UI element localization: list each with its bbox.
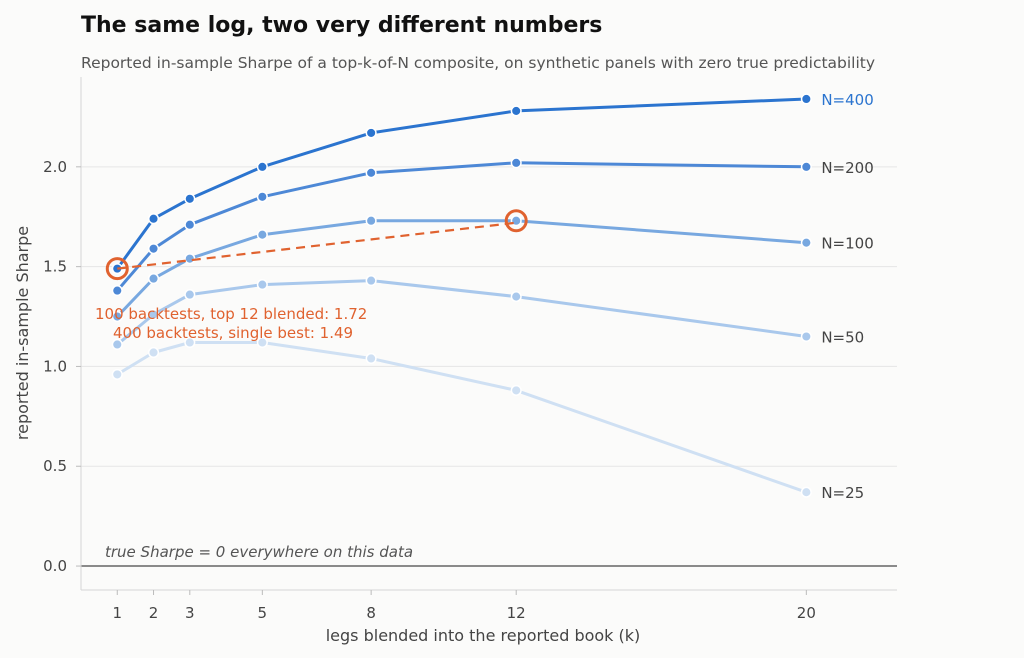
data-point-n200 (510, 157, 522, 169)
data-point-n200 (147, 243, 160, 255)
data-point-n25 (365, 352, 377, 365)
series-label-n100: N=100 (821, 235, 873, 253)
data-point-n25 (184, 336, 196, 349)
y-axis-label: reported in-sample Sharpe (13, 226, 32, 440)
data-point-n200 (800, 161, 812, 173)
series-label-n50: N=50 (821, 328, 864, 346)
data-point-n50 (256, 279, 268, 291)
series-label-n400: N=400 (821, 91, 873, 109)
data-point-n200 (111, 285, 123, 297)
chart-title: The same log, two very different numbers (81, 13, 602, 38)
x-tick-label: 1 (112, 604, 122, 622)
data-point-n400 (365, 127, 377, 139)
data-point-n100 (365, 215, 377, 227)
data-point-n400 (800, 93, 812, 105)
data-point-n200 (365, 167, 377, 179)
y-tick-label: 2.0 (43, 158, 67, 176)
series-layer: N=25 N=50 N=100 N=200 N=400 (111, 91, 874, 502)
highlight-ring (504, 209, 528, 233)
data-point-n100 (111, 310, 123, 323)
data-point-n100 (256, 229, 268, 241)
data-point-n50 (510, 291, 522, 303)
data-point-n25 (256, 336, 268, 349)
y-tick-label: 0.5 (43, 457, 67, 475)
data-point-n25 (510, 384, 522, 396)
annotation-single-best: 400 backtests, single best: 1.49 (113, 324, 353, 342)
x-tick-label: 8 (366, 604, 376, 622)
x-tick-label: 2 (149, 604, 159, 622)
comparison-connector (117, 221, 517, 270)
data-point-n25 (111, 368, 123, 380)
series-line-n100 (115, 219, 808, 318)
x-axis-label: legs blended into the reported book (k) (326, 626, 641, 645)
data-point-n50 (800, 330, 812, 343)
annotation-top12-blended: 100 backtests, top 12 blended: 1.72 (95, 305, 367, 323)
series-line-n200 (115, 161, 808, 293)
data-point-n50 (365, 275, 377, 287)
data-point-n400 (147, 213, 160, 225)
data-point-n400 (256, 161, 268, 173)
data-point-n25 (800, 486, 812, 498)
annotation-true-sharpe-note: true Sharpe = 0 everywhere on this data (105, 543, 413, 561)
data-point-n100 (800, 237, 812, 249)
data-point-n50 (111, 338, 123, 351)
data-point-n200 (184, 219, 196, 231)
x-tick-label: 12 (507, 604, 526, 622)
data-point-n25 (147, 346, 160, 359)
x-tick-label: 20 (797, 604, 816, 622)
y-tick-label: 1.0 (43, 357, 67, 375)
x-tick-label: 3 (185, 604, 195, 622)
series-line-n25 (115, 341, 808, 494)
annotation-layer (105, 209, 528, 281)
data-point-n50 (147, 308, 160, 321)
data-point-n100 (510, 215, 522, 227)
data-point-n400 (184, 193, 196, 205)
y-tick-label: 1.5 (43, 258, 67, 276)
highlight-ring (105, 257, 129, 281)
grid-layer (81, 166, 897, 568)
axes-layer: 0.00.51.01.52.01 2 3 5 8 12 20 (43, 77, 897, 622)
data-point-n400 (510, 105, 522, 117)
chart-subtitle: Reported in-sample Sharpe of a top-k-of-… (81, 54, 875, 72)
series-line-n400 (115, 97, 808, 271)
series-label-n25: N=25 (821, 484, 864, 502)
series-label-n200: N=200 (821, 159, 873, 177)
data-point-n100 (147, 273, 160, 285)
data-point-n100 (184, 253, 196, 265)
data-point-n50 (184, 289, 196, 301)
data-point-n200 (256, 191, 268, 203)
y-tick-label: 0.0 (43, 557, 67, 575)
x-tick-label: 5 (258, 604, 268, 622)
